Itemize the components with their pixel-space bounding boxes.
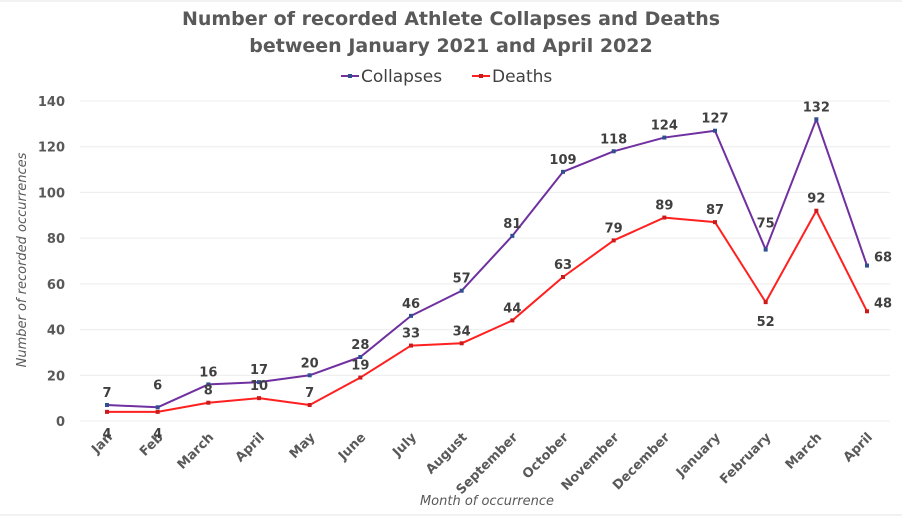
data-label-deaths: 10 — [250, 379, 268, 394]
gridlines — [80, 100, 890, 422]
legend-marker-collapses — [348, 74, 352, 78]
series-group — [105, 117, 869, 414]
data-label-deaths: 19 — [351, 359, 369, 374]
data-label-deaths: 44 — [503, 301, 521, 316]
data-label-deaths: 48 — [874, 296, 892, 311]
data-point-deaths — [561, 275, 565, 279]
data-point-collapses — [307, 373, 312, 378]
data-label-collapses: 7 — [102, 386, 111, 401]
data-point-collapses — [611, 149, 616, 154]
data-point-collapses — [662, 135, 667, 140]
y-tick-label: 120 — [38, 141, 65, 156]
x-axis-title: Month of occurrence — [420, 494, 554, 509]
data-label-deaths: 79 — [605, 221, 623, 236]
data-label-collapses: 109 — [549, 153, 576, 168]
data-point-collapses — [155, 405, 160, 410]
data-label-collapses: 46 — [402, 297, 420, 312]
series-line-deaths — [107, 209, 868, 413]
data-point-collapses — [206, 382, 211, 387]
data-point-deaths — [713, 220, 717, 225]
chart-title-line-2: between January 2021 and April 2022 — [249, 35, 652, 57]
y-tick-label: 140 — [38, 95, 65, 110]
data-point-deaths — [206, 400, 211, 405]
y-tick-label: 0 — [56, 415, 65, 430]
data-label-collapses: 68 — [874, 251, 892, 266]
data-label-deaths: 89 — [655, 199, 673, 214]
data-label-deaths: 52 — [757, 315, 775, 330]
data-point-deaths — [865, 309, 869, 314]
chart-title-line-1: Number of recorded Athlete Collapses and… — [182, 8, 720, 30]
data-label-deaths: 87 — [706, 203, 724, 218]
data-point-deaths — [814, 208, 819, 213]
legend-marker-deaths — [479, 74, 483, 78]
data-point-deaths — [611, 238, 616, 243]
data-label-collapses: 127 — [701, 112, 728, 127]
data-point-deaths — [459, 341, 464, 346]
data-point-deaths — [155, 409, 160, 414]
data-point-collapses — [257, 380, 261, 385]
data-label-deaths: 7 — [305, 386, 314, 401]
data-label-deaths: 4 — [102, 427, 111, 442]
data-point-deaths — [105, 409, 109, 414]
data-label-collapses: 75 — [757, 217, 775, 232]
legend-label-collapses: Collapses — [361, 67, 442, 87]
data-label-collapses: 124 — [651, 119, 678, 134]
data-point-deaths — [763, 300, 768, 305]
data-label-collapses: 6 — [153, 378, 162, 393]
data-label-collapses: 17 — [250, 363, 268, 378]
data-point-deaths — [257, 396, 261, 401]
y-tick-label: 40 — [47, 324, 65, 339]
y-axis-ticks: 0 20 40 60 80 100 120 140 — [38, 95, 65, 430]
data-label-deaths: 33 — [402, 327, 420, 342]
data-point-collapses — [358, 355, 363, 359]
data-point-collapses — [510, 233, 515, 238]
data-label-deaths: 63 — [554, 258, 572, 273]
data-label-collapses: 132 — [803, 100, 830, 115]
y-axis-title: Number of recorded occurrences — [15, 152, 30, 367]
legend: Collapses Deaths — [341, 67, 552, 87]
data-label-collapses: 16 — [199, 365, 217, 380]
data-point-collapses — [409, 313, 413, 318]
y-tick-label: 80 — [47, 232, 65, 247]
data-point-deaths — [307, 403, 312, 407]
data-point-collapses — [561, 169, 565, 174]
data-label-collapses: 28 — [351, 338, 369, 353]
y-tick-label: 60 — [47, 278, 65, 293]
data-label-deaths: 8 — [204, 384, 213, 399]
data-label-collapses: 20 — [301, 356, 319, 371]
series-line-collapses — [106, 118, 868, 409]
data-point-collapses — [459, 288, 464, 293]
data-point-deaths — [662, 215, 667, 220]
data-label-collapses: 57 — [453, 272, 471, 287]
data-point-collapses — [865, 263, 869, 268]
data-point-deaths — [510, 318, 515, 323]
data-point-deaths — [358, 375, 363, 380]
data-point-deaths — [409, 343, 413, 348]
data-label-deaths: 34 — [453, 324, 471, 339]
data-point-collapses — [713, 128, 717, 133]
data-label-collapses: 118 — [600, 132, 627, 147]
legend-label-deaths: Deaths — [492, 67, 552, 87]
data-point-collapses — [814, 117, 819, 122]
data-label-collapses: 81 — [503, 217, 521, 232]
y-tick-label: 20 — [47, 369, 65, 384]
data-point-collapses — [763, 247, 768, 252]
data-label-deaths: 92 — [807, 192, 825, 207]
data-label-deaths: 4 — [153, 427, 162, 442]
data-point-collapses — [105, 403, 109, 407]
y-tick-label: 100 — [38, 186, 65, 201]
